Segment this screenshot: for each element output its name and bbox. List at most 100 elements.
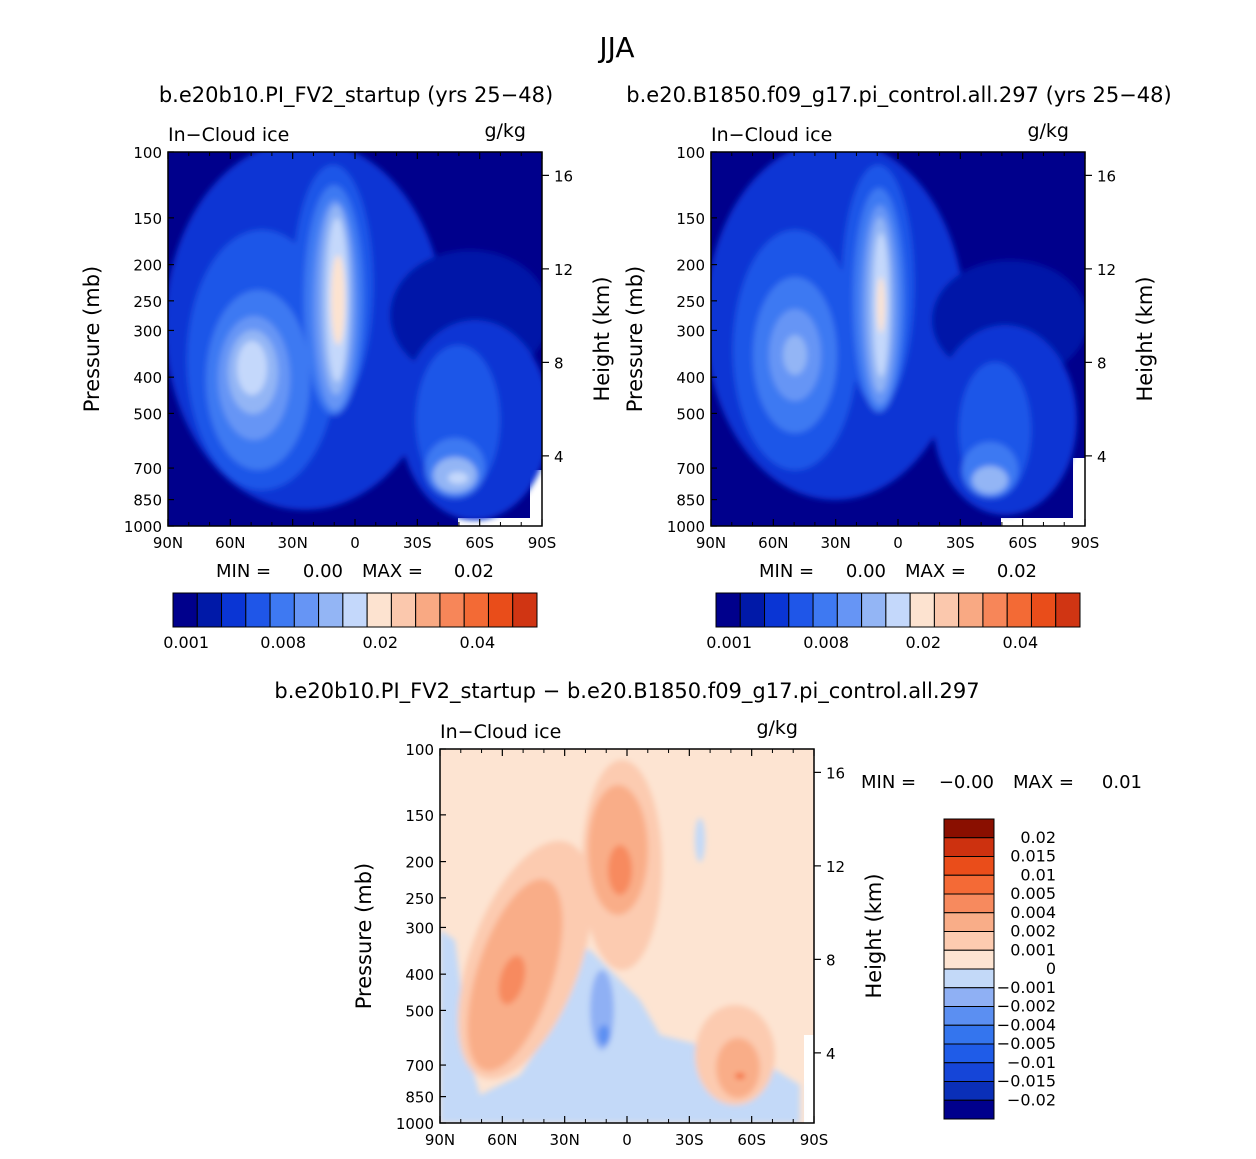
panel-b-contours bbox=[711, 152, 1085, 526]
panel-a-eq-6 bbox=[331, 255, 345, 345]
panel-a-max-label: MAX = bbox=[362, 561, 423, 582]
panel-b-eq-6 bbox=[877, 277, 885, 333]
panel-diff-height-tick-label: 12 bbox=[826, 858, 845, 876]
panel-diff-colorbar-label: −0.005 bbox=[997, 1034, 1056, 1053]
panel-diff-min-value: −0.00 bbox=[939, 772, 994, 793]
panel-diff-south-2 bbox=[716, 1038, 760, 1098]
panel-b-pressure-tick-label: 700 bbox=[676, 460, 705, 478]
panel-diff-colorbar-box bbox=[943, 949, 995, 970]
panel-a-units: g/kg bbox=[484, 120, 526, 142]
panel-diff-lat-tick-label: 60S bbox=[737, 1131, 766, 1149]
panel-diff-colorbar-box bbox=[943, 837, 995, 857]
panel-a-colorbar-box bbox=[366, 592, 392, 628]
panel-diff-height-tick-label: 4 bbox=[826, 1045, 836, 1063]
panel-diff-colorbar-box bbox=[943, 968, 995, 989]
panel-diff-colorbar-box bbox=[943, 1062, 995, 1082]
panel-diff-south-3 bbox=[735, 1073, 745, 1079]
panel-a-colorbar-box bbox=[245, 592, 271, 628]
panel-diff-pressure-tick-label: 150 bbox=[405, 807, 434, 825]
panel-b-colorbar-box bbox=[1055, 592, 1081, 628]
panel-b-pressure-tick-label: 850 bbox=[676, 492, 705, 510]
panel-diff-colorbar-box bbox=[943, 912, 995, 932]
panel-b-min-value: 0.00 bbox=[846, 561, 886, 582]
panel-a-lat-tick-label: 60S bbox=[465, 534, 494, 552]
panel-a-height-tick-label: 12 bbox=[554, 261, 573, 279]
panel-diff-ylabel: Pressure (mb) bbox=[352, 863, 376, 1010]
panel-b-title: b.e20.B1850.f09_g17.pi_control.all.297 (… bbox=[626, 83, 1171, 108]
panel-a-pressure-tick-label: 500 bbox=[133, 405, 162, 423]
panel-b-ylabel: Pressure (mb) bbox=[623, 266, 647, 413]
panel-diff-contours bbox=[440, 749, 814, 1123]
panel-diff-min-label: MIN = bbox=[861, 772, 916, 793]
panel-diff-ylabel2: Height (km) bbox=[862, 873, 886, 998]
panel-b-colorbar-box bbox=[861, 592, 887, 628]
panel-b-pressure-tick-label: 150 bbox=[676, 210, 705, 228]
panel-b-colorbar-box bbox=[764, 592, 790, 628]
panel-a-colorbar-label: 0.02 bbox=[362, 633, 398, 652]
panel-a-colorbar-box bbox=[293, 592, 320, 628]
panel-a-lat-tick-label: 30S bbox=[403, 534, 432, 552]
panel-diff-colorbar-box bbox=[943, 1006, 995, 1026]
panel-diff-colorbar-label: 0.002 bbox=[1010, 922, 1056, 941]
panel-b-height-tick-label: 8 bbox=[1097, 354, 1107, 372]
panel-diff-lat-tick-label: 90N bbox=[425, 1131, 455, 1149]
panel-a-colorbar-box bbox=[512, 592, 538, 628]
panel-diff-colorbar-label: −0.004 bbox=[997, 1015, 1056, 1034]
panel-a-colorbar-box bbox=[221, 592, 247, 628]
panel-diff-colorbar-box bbox=[943, 1081, 995, 1101]
panel-b-lat-tick-label: 90S bbox=[1071, 534, 1100, 552]
panel-a-south-4 bbox=[448, 472, 468, 484]
panel-diff-colorbar-box bbox=[943, 1024, 995, 1045]
panel-a-min-value: 0.00 bbox=[303, 561, 343, 582]
panel-b-colorbar-box bbox=[933, 592, 960, 628]
panel-diff-units: g/kg bbox=[756, 717, 798, 739]
panel-diff-height-tick-label: 8 bbox=[826, 951, 836, 969]
panel-a: 100 150 200 250 300 400 500 700 850 1000 16 12 8 4 90N… bbox=[80, 120, 614, 652]
panel-diff-north-3 bbox=[498, 955, 526, 1005]
panel-b-height-tick-label: 4 bbox=[1097, 448, 1107, 466]
panel-diff-blue-2 bbox=[598, 1025, 610, 1045]
panel-b-colorbar-label: 0.001 bbox=[706, 633, 752, 652]
panel-b-colorbar-box bbox=[715, 592, 741, 628]
panel-a-colorbar-box bbox=[196, 592, 223, 628]
panel-b-colorbar-box bbox=[812, 592, 838, 628]
panel-diff-missing-corner bbox=[804, 1035, 814, 1123]
panel-b-pressure-tick-label: 400 bbox=[676, 369, 705, 387]
panel-a-min-label: MIN = bbox=[216, 561, 271, 582]
panel-b-max-label: MAX = bbox=[905, 561, 966, 582]
panel-b-colorbar-box bbox=[1030, 592, 1057, 628]
panel-a-colorbar-box bbox=[463, 592, 489, 628]
season-title: JJA bbox=[597, 31, 634, 64]
panel-b-max-value: 0.02 bbox=[997, 561, 1037, 582]
panel-diff-colorbar-box bbox=[943, 893, 995, 914]
panel-diff-colorbar-box bbox=[943, 931, 995, 951]
panel-a-colorbar-box bbox=[487, 592, 514, 628]
panel-diff-pressure-tick-label: 300 bbox=[405, 919, 434, 937]
panel-b-colorbar-box bbox=[909, 592, 935, 628]
panel-a-pressure-tick-label: 850 bbox=[133, 492, 162, 510]
panel-diff-lat-tick-label: 30S bbox=[675, 1131, 704, 1149]
panel-b-height-tick-label: 12 bbox=[1097, 261, 1116, 279]
panel-diff-colorbar-label: 0.001 bbox=[1010, 940, 1056, 959]
panel-diff-pressure-tick-label: 500 bbox=[405, 1002, 434, 1020]
panel-b-lat-tick-label: 60S bbox=[1008, 534, 1037, 552]
panel-a-height-tick-label: 8 bbox=[554, 354, 564, 372]
panel-b-pressure-tick-label: 500 bbox=[676, 405, 705, 423]
panel-diff-colorbar-label: 0.02 bbox=[1020, 828, 1056, 847]
panel-a-pressure-tick-label: 1000 bbox=[124, 518, 162, 536]
panel-b-colorbar-box bbox=[958, 592, 984, 628]
panel-diff-colorbar-label: −0.01 bbox=[1007, 1053, 1056, 1072]
panel-b-colorbar-label: 0.04 bbox=[1003, 633, 1039, 652]
panel-a-colorbar-label: 0.001 bbox=[163, 633, 209, 652]
panel-b-lat-tick-label: 30N bbox=[821, 534, 851, 552]
panel-diff-colorbar-box bbox=[943, 987, 995, 1007]
panel-a-colorbar-box bbox=[439, 592, 465, 628]
panel-b-colorbar-box bbox=[739, 592, 766, 628]
panel-diff-pressure-tick-label: 100 bbox=[405, 741, 434, 759]
panel-a-ylabel2: Height (km) bbox=[590, 276, 614, 401]
panel-a-colorbar-box bbox=[390, 592, 417, 628]
panel-diff-eq-3 bbox=[608, 845, 632, 895]
panel-a-lat-tick-label: 30N bbox=[278, 534, 308, 552]
panel-diff-pressure-tick-label: 700 bbox=[405, 1057, 434, 1075]
